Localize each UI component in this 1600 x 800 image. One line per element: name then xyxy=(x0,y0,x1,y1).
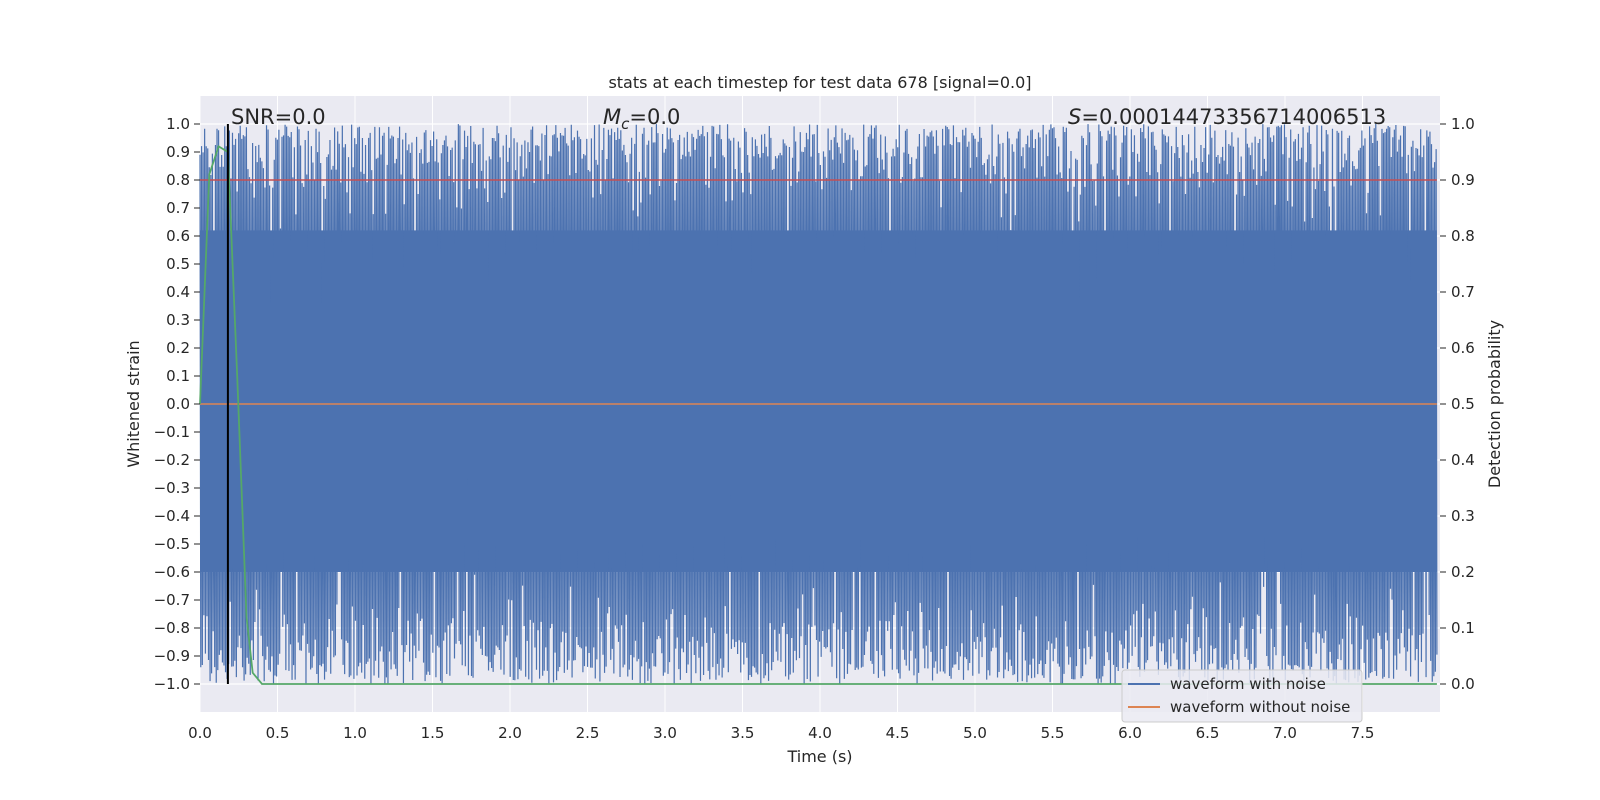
y-tick-label: 0.4 xyxy=(166,283,190,301)
y-tick-label: 0.1 xyxy=(166,367,190,385)
y2-axis-ticks: 1.0 0.9 0.8 0.7 0.6 0.5 0.4 0.3 0.2 0.1 0.0 xyxy=(1440,115,1475,693)
y2-tick-label: 0.0 xyxy=(1451,675,1475,693)
x-tick-label: 3.5 xyxy=(731,724,755,742)
y2-tick-label: 0.8 xyxy=(1451,227,1475,245)
legend: waveform with noise waveform without noi… xyxy=(1121,669,1363,723)
x-tick-label: 2.0 xyxy=(498,724,522,742)
chirp-mass-annotation: Mc=0.0 xyxy=(603,105,680,133)
x-tick-label: 6.5 xyxy=(1196,724,1220,742)
y-tick-label: 0.6 xyxy=(166,227,190,245)
x-tick-label: 2.5 xyxy=(576,724,600,742)
y-tick-label: 0.0 xyxy=(166,395,190,413)
legend-box xyxy=(1121,669,1363,723)
s-annotation: S=0.0001447335671400​6513 xyxy=(1068,105,1386,129)
y2-tick-label: 0.9 xyxy=(1451,171,1475,189)
y-tick-label: −0.9 xyxy=(154,647,190,665)
y2-tick-label: 0.6 xyxy=(1451,339,1475,357)
x-tick-label: 5.5 xyxy=(1041,724,1065,742)
y-tick-label: −0.4 xyxy=(154,507,190,525)
s-symbol: S xyxy=(1068,105,1081,129)
y-tick-label: 0.8 xyxy=(166,171,190,189)
x-tick-label: 7.0 xyxy=(1273,724,1297,742)
x-tick-label: 4.5 xyxy=(886,724,910,742)
y-tick-label: −0.7 xyxy=(154,591,190,609)
y2-tick-label: 0.3 xyxy=(1451,507,1475,525)
legend-label-noise: waveform with noise xyxy=(1170,675,1326,693)
x-tick-label: 4.0 xyxy=(808,724,832,742)
detection-probability-line xyxy=(199,145,1437,685)
y-tick-label: −0.1 xyxy=(154,423,190,441)
x-tick-label: 1.5 xyxy=(421,724,445,742)
x-tick-label: 0.0 xyxy=(188,724,212,742)
x-tick-label: 0.5 xyxy=(266,724,290,742)
y2-tick-label: 0.5 xyxy=(1451,395,1475,413)
y-tick-label: −0.8 xyxy=(154,619,190,637)
y2-tick-label: 0.1 xyxy=(1451,619,1475,637)
x-tick-label: 3.0 xyxy=(653,724,677,742)
x-axis-ticks: 0.0 0.5 1.0 1.5 2.0 2.5 3.0 3.5 4.0 4.5 5.0 5.5 6.0 6… xyxy=(188,724,1374,742)
y-tick-label: 0.2 xyxy=(166,339,190,357)
y-tick-label: −0.2 xyxy=(154,451,190,469)
overlays xyxy=(199,124,1437,685)
y2-tick-label: 0.4 xyxy=(1451,451,1475,469)
y-tick-label: 0.9 xyxy=(166,143,190,161)
y-tick-label: −0.6 xyxy=(154,563,190,581)
y2-tick-label: 0.7 xyxy=(1451,283,1475,301)
y-tick-label: −1.0 xyxy=(154,675,190,693)
chirp-mass-value: =0.0 xyxy=(629,105,680,129)
y-tick-label: 1.0 xyxy=(166,115,190,133)
x-axis-label: Time (s) xyxy=(786,747,852,766)
y2-axis-label: Detection probability xyxy=(1485,320,1504,488)
y-axis-label: Whitened strain xyxy=(124,340,143,467)
chirp-mass-subscript: c xyxy=(621,115,630,133)
x-tick-label: 7.5 xyxy=(1351,724,1375,742)
y-tick-label: 0.5 xyxy=(166,255,190,273)
y-tick-label: 0.3 xyxy=(166,311,190,329)
y-tick-label: −0.5 xyxy=(154,535,190,553)
noise-line xyxy=(199,124,1438,684)
y-tick-label: 0.7 xyxy=(166,199,190,217)
x-tick-label: 6.0 xyxy=(1118,724,1142,742)
chirp-mass-symbol: M xyxy=(603,105,621,129)
snr-annotation: SNR=0.0 xyxy=(231,105,326,129)
y-tick-label: −0.3 xyxy=(154,479,190,497)
y-axis-ticks: 1.0 0.9 0.8 0.7 0.6 0.5 0.4 0.3 0.2 0.1 0.0 −0.1 −0.… xyxy=(154,115,200,693)
series-waveform-with-noise xyxy=(199,124,1438,684)
y2-tick-label: 0.2 xyxy=(1451,563,1475,581)
x-tick-label: 5.0 xyxy=(963,724,987,742)
legend-label-clean: waveform without noise xyxy=(1170,698,1350,716)
chart-title: stats at each timestep for test data 678… xyxy=(608,73,1031,92)
y2-tick-label: 1.0 xyxy=(1451,115,1475,133)
x-tick-label: 1.0 xyxy=(343,724,367,742)
s-value: =0.0001447335671400​6513 xyxy=(1081,105,1386,129)
